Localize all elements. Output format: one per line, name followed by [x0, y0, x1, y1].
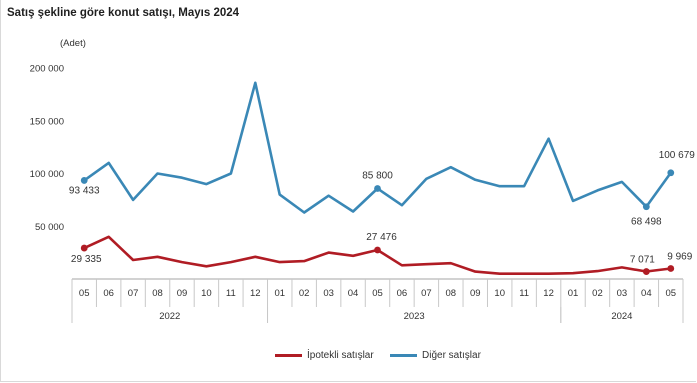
x-tick-label: 01: [568, 288, 579, 299]
x-tick-label: 05: [665, 288, 676, 299]
x-tick-label: 03: [323, 288, 334, 299]
data-point-marker: [374, 246, 381, 254]
x-tick-label: 08: [446, 288, 457, 299]
legend-swatch: [390, 354, 417, 357]
x-tick-label: 05: [79, 288, 90, 299]
data-label: 9 969: [667, 251, 692, 262]
x-tick-label: 12: [543, 288, 554, 299]
chart-legend: İpotekli satışlar Diğer satışlar: [0, 350, 697, 366]
data-label: 7 071: [630, 255, 655, 266]
x-tick-label: 10: [494, 288, 505, 299]
data-point-marker: [80, 177, 88, 184]
x-tick-label: 11: [519, 288, 529, 299]
x-tick-label: 05: [372, 288, 383, 299]
data-label: 29 335: [71, 254, 102, 265]
x-year-label: 2023: [404, 311, 425, 322]
x-tick-label: 02: [592, 288, 603, 299]
legend-item: İpotekli satışlar: [275, 350, 374, 361]
y-axis-unit-label: (Adet): [60, 38, 86, 49]
x-tick-label: 10: [201, 288, 212, 299]
x-tick-label: 01: [274, 288, 285, 299]
x-tick-label: 08: [152, 288, 163, 299]
x-tick-label: 09: [177, 288, 188, 299]
data-point-marker: [642, 268, 650, 275]
data-point-marker: [374, 185, 381, 192]
legend-label: Diğer satışlar: [422, 350, 481, 361]
x-tick-label: 04: [348, 288, 359, 299]
legend-item: Diğer satışlar: [390, 350, 481, 361]
y-tick-label: 150 000: [30, 116, 64, 127]
data-label: 85 800: [362, 170, 393, 181]
legend-swatch: [275, 354, 302, 357]
y-tick-label: 200 000: [30, 64, 64, 75]
data-label: 68 498: [631, 217, 662, 228]
x-tick-label: 06: [397, 288, 408, 299]
x-tick-label: 03: [617, 288, 628, 299]
legend-label: İpotekli satışlar: [307, 350, 374, 361]
x-tick-label: 06: [103, 288, 114, 299]
data-point-marker: [642, 203, 650, 211]
x-tick-label: 02: [299, 288, 310, 299]
x-tick-label: 07: [128, 288, 139, 299]
x-tick-label: 04: [641, 288, 652, 299]
y-tick-label: 100 000: [30, 169, 64, 180]
data-label: 100 679: [659, 150, 696, 161]
x-tick-label: 09: [470, 288, 481, 299]
data-point-marker: [667, 169, 675, 177]
chart-title: Satış şekline göre konut satışı, Mayıs 2…: [7, 7, 240, 19]
series-line: [82, 81, 673, 214]
x-tick-label: 11: [226, 288, 236, 299]
x-tick-label: 12: [250, 288, 261, 299]
data-point-marker: [667, 265, 675, 272]
x-year-label: 2024: [611, 311, 632, 322]
data-label: 93 433: [69, 185, 100, 196]
data-point-marker: [80, 244, 88, 252]
x-year-label: 2022: [159, 311, 180, 322]
y-tick-label: 50 000: [35, 222, 64, 233]
x-tick-label: 07: [421, 288, 432, 299]
data-label: 27 476: [366, 232, 397, 243]
